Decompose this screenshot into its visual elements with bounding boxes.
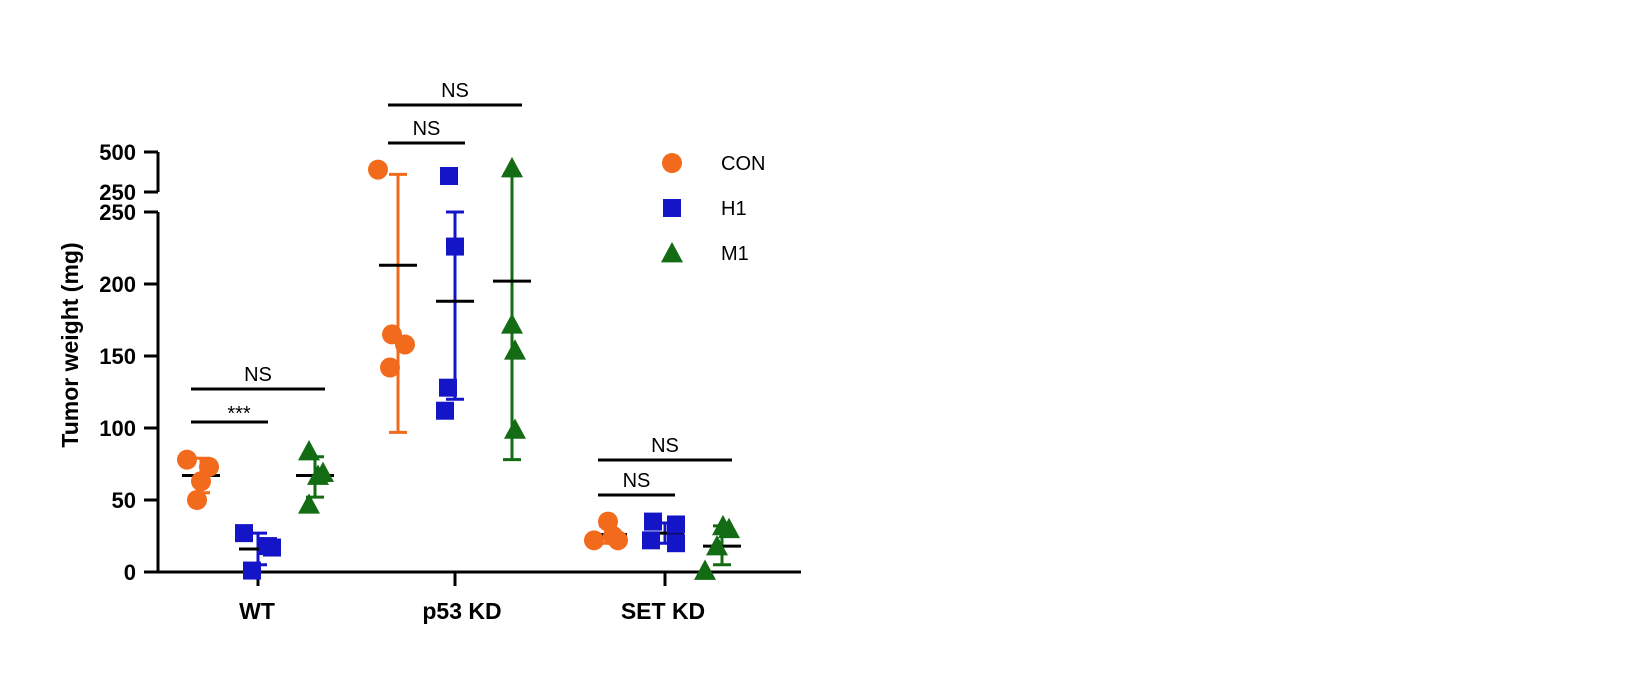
- legend-marker-con: [662, 153, 682, 173]
- legend-label-h1: H1: [721, 198, 747, 220]
- data-point-m1-p53-kd-3: [504, 339, 526, 360]
- data-point-con-wt-1: [177, 449, 197, 470]
- data-point-m1-wt-4: [298, 493, 320, 514]
- data-point-h1-wt-1: [235, 524, 253, 543]
- y-tick-label-lower-100: 100: [99, 416, 136, 441]
- data-point-h1-p53-kd-3: [439, 378, 457, 397]
- data-point-m1-set-kd-4: [694, 559, 716, 580]
- y-tick-label-lower-250: 250: [99, 200, 136, 225]
- x-ticks: WT p53 KD SET KD: [239, 572, 705, 624]
- sig-label-p53-kd-con-vs-m1: NS: [441, 80, 469, 102]
- data-point-con-p53-kd-4: [380, 357, 400, 378]
- data-point-h1-set-kd-1: [644, 512, 662, 531]
- data-point-m1-set-kd-2: [718, 517, 740, 539]
- data-point-h1-p53-kd-1: [440, 167, 458, 185]
- y-tick-label-upper-250: 250: [99, 180, 136, 205]
- error-bars: [192, 172, 731, 567]
- data-point-h1-p53-kd-4: [436, 401, 454, 420]
- mean-lines: [182, 263, 741, 551]
- sig-label-set-kd-con-vs-h1: NS: [623, 470, 651, 492]
- data-point-m1-p53-kd-2: [501, 313, 523, 334]
- data-point-con-p53-kd-3: [395, 334, 415, 355]
- data-point-h1-wt-3: [263, 538, 281, 557]
- data-point-con-wt-3: [191, 471, 211, 492]
- data-points: [177, 157, 740, 580]
- data-point-h1-p53-kd-2: [446, 237, 464, 256]
- legend-label-m1: M1: [721, 243, 749, 265]
- sig-label-wt-con-vs-h1: ***: [227, 403, 251, 425]
- legend-marker-m1: [661, 242, 683, 263]
- data-point-m1-set-kd-3: [706, 535, 728, 556]
- y-tick-label-lower-200: 200: [99, 272, 136, 297]
- data-point-con-wt-4: [187, 490, 207, 510]
- sig-label-set-kd-con-vs-m1: NS: [651, 435, 679, 457]
- legend-marker-h1: [663, 199, 681, 217]
- legend: CON H1 M1: [661, 153, 765, 265]
- axes: [156, 152, 801, 574]
- data-point-m1-p53-kd-4: [504, 418, 526, 439]
- x-tick-label-wt: WT: [239, 598, 275, 624]
- data-point-h1-set-kd-2: [667, 515, 685, 534]
- x-tick-label-p53-kd: p53 KD: [422, 598, 501, 624]
- data-point-h1-set-kd-4: [667, 534, 685, 553]
- y-tick-label-lower-0: 0: [124, 560, 136, 585]
- sig-label-p53-kd-con-vs-h1: NS: [413, 118, 441, 140]
- data-point-h1-wt-4: [243, 561, 261, 580]
- data-point-con-set-kd-4: [608, 530, 628, 551]
- data-point-m1-wt-1: [298, 440, 320, 461]
- sig-label-wt-con-vs-m1: NS: [244, 364, 272, 386]
- data-point-con-set-kd-3: [584, 530, 604, 551]
- x-tick-label-set-kd: SET KD: [621, 598, 705, 624]
- legend-label-con: CON: [721, 153, 765, 175]
- data-point-h1-set-kd-3: [642, 531, 660, 550]
- data-point-con-p53-kd-1: [368, 159, 388, 180]
- y-tick-label-upper-500: 500: [99, 140, 136, 165]
- data-point-m1-p53-kd-1: [501, 157, 523, 178]
- y-tick-label-lower-50: 50: [112, 488, 136, 513]
- data-point-m1-wt-3: [307, 464, 329, 485]
- y-tick-label-lower-150: 150: [99, 344, 136, 369]
- y-axis-title: Tumor weight (mg): [57, 242, 83, 447]
